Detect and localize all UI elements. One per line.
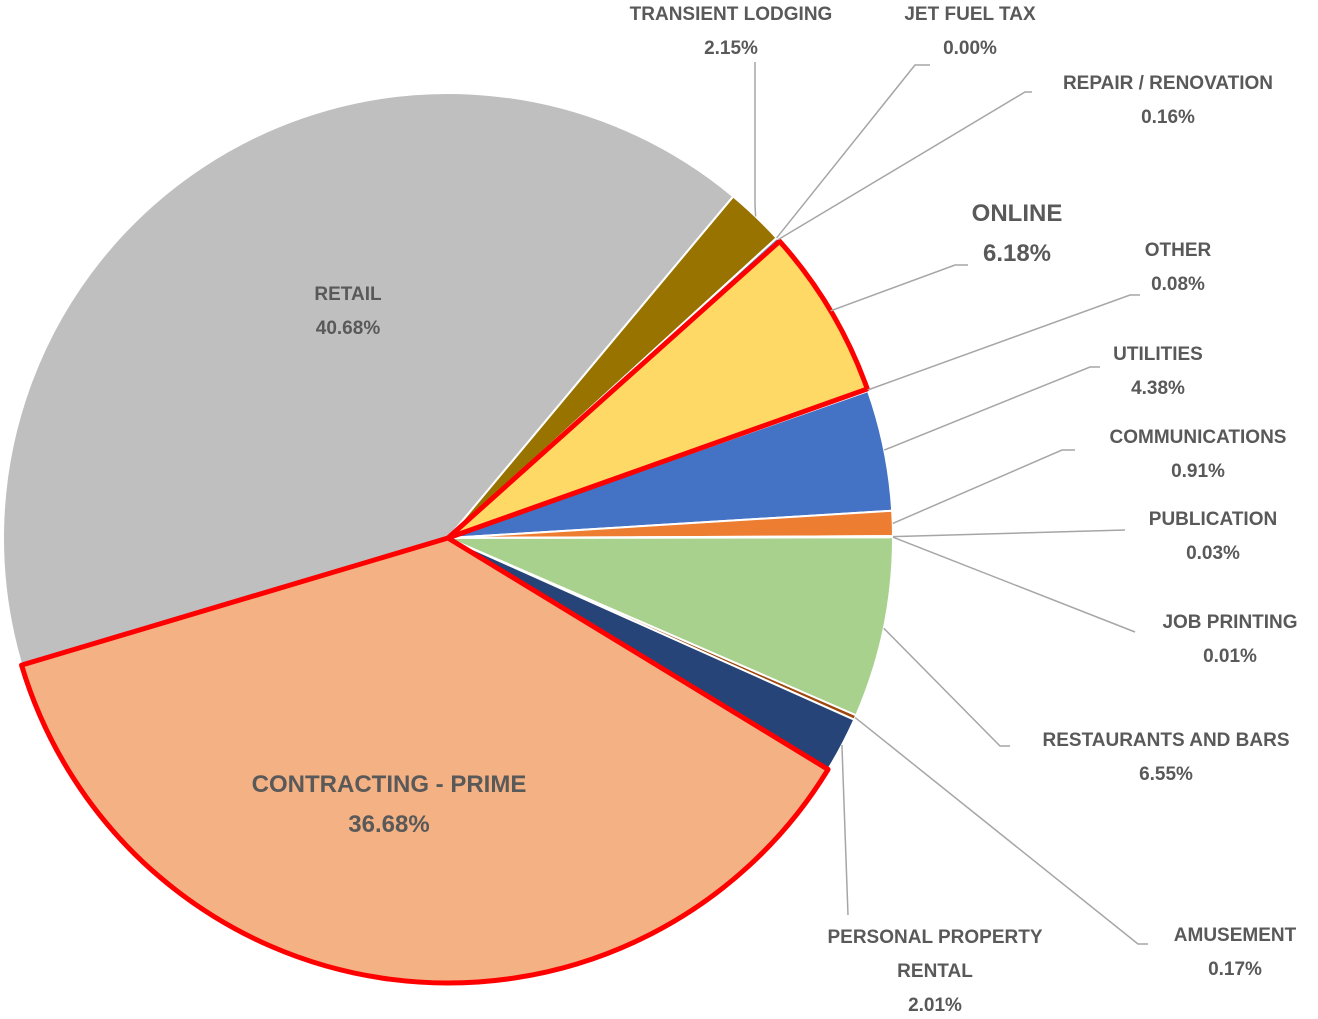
leader-line: [892, 536, 1136, 633]
slice-label: ONLINE: [971, 200, 1063, 227]
slice-label: PUBLICATION: [1148, 509, 1278, 530]
slice-value-label: 0.00%: [943, 38, 997, 59]
pie-slice: [2, 92, 735, 667]
leader-line: [777, 91, 1032, 241]
leader-line: [883, 627, 1010, 747]
slice-value-label: 2.15%: [704, 38, 758, 59]
slice-label: COMMUNICATIONS: [1109, 427, 1287, 448]
pie-slice: [447, 536, 894, 717]
leader-line: [754, 62, 757, 217]
slice-label: REPAIR / RENOVATION: [1062, 73, 1274, 94]
pie-slice: [19, 535, 831, 986]
slice-value-label: 0.03%: [1186, 543, 1240, 564]
leader-line: [854, 716, 1148, 945]
slice-value-label: 0.91%: [1171, 461, 1225, 482]
leader-line: [892, 449, 1075, 525]
slice-value-label: 0.16%: [1141, 107, 1195, 128]
slice-label: OTHER: [1144, 240, 1212, 261]
slice-label: JET FUEL TAX: [904, 4, 1036, 25]
slice-value-label: 40.68%: [315, 318, 381, 339]
slice-value-label: 4.38%: [1131, 378, 1185, 399]
leader-line: [776, 64, 930, 239]
slice-value-label: 0.08%: [1151, 274, 1205, 295]
leader-line: [892, 529, 1126, 538]
slice-value-label: 36.68%: [348, 811, 430, 838]
slice-label: CONTRACTING - PRIME: [251, 771, 527, 798]
slice-label: AMUSEMENT: [1173, 925, 1297, 946]
slice-value-label: 0.17%: [1208, 959, 1262, 980]
slice-label: RETAIL: [314, 284, 382, 305]
slice-value-label: 6.18%: [982, 240, 1052, 267]
slice-label: TRANSIENT LODGING: [629, 4, 833, 25]
leader-line: [883, 366, 1100, 451]
slice-label: RESTAURANTS AND BARS: [1042, 730, 1290, 751]
leader-line: [867, 294, 1140, 391]
leader-line: [841, 744, 849, 916]
slice-label: PERSONAL PROPERTY RENTAL: [827, 927, 1043, 982]
leader-line: [830, 264, 968, 312]
slice-value-label: 6.55%: [1139, 764, 1193, 785]
slice-label: JOB PRINTING: [1162, 612, 1298, 633]
slice-value-label: 0.01%: [1203, 646, 1257, 667]
slice-label: UTILITIES: [1113, 344, 1203, 365]
slice-value-label: 2.01%: [908, 995, 962, 1016]
